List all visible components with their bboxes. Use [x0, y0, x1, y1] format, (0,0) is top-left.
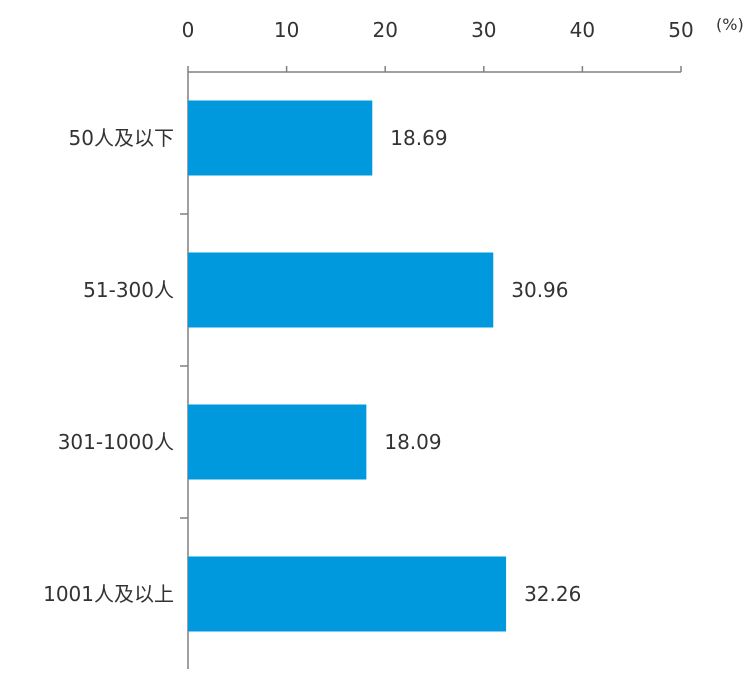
category-label: 51-300人: [83, 278, 174, 302]
x-tick-label: 10: [274, 18, 299, 42]
data-label: 30.96: [511, 278, 568, 302]
x-tick-label: 20: [372, 18, 397, 42]
x-tick-label: 50: [668, 18, 693, 42]
data-label: 18.69: [390, 126, 447, 150]
labels: 18.69 50人及以下 30.96 51-300人 18.09 301-1000人 32.…: [43, 126, 581, 606]
category-label: 50人及以下: [69, 126, 174, 150]
bar: [188, 556, 507, 632]
x-tick-label: 30: [471, 18, 496, 42]
bars: [188, 100, 507, 632]
x-tick-label: 40: [570, 18, 595, 42]
bar: [188, 100, 373, 176]
unit-label: (%): [716, 15, 744, 34]
category-label: 301-1000人: [58, 430, 174, 454]
bar: [188, 252, 494, 328]
x-tick-label: 0: [182, 18, 195, 42]
category-label: 1001人及以上: [43, 582, 174, 606]
data-label: 32.26: [524, 582, 581, 606]
bar: [188, 404, 367, 480]
data-label: 18.09: [384, 430, 441, 454]
